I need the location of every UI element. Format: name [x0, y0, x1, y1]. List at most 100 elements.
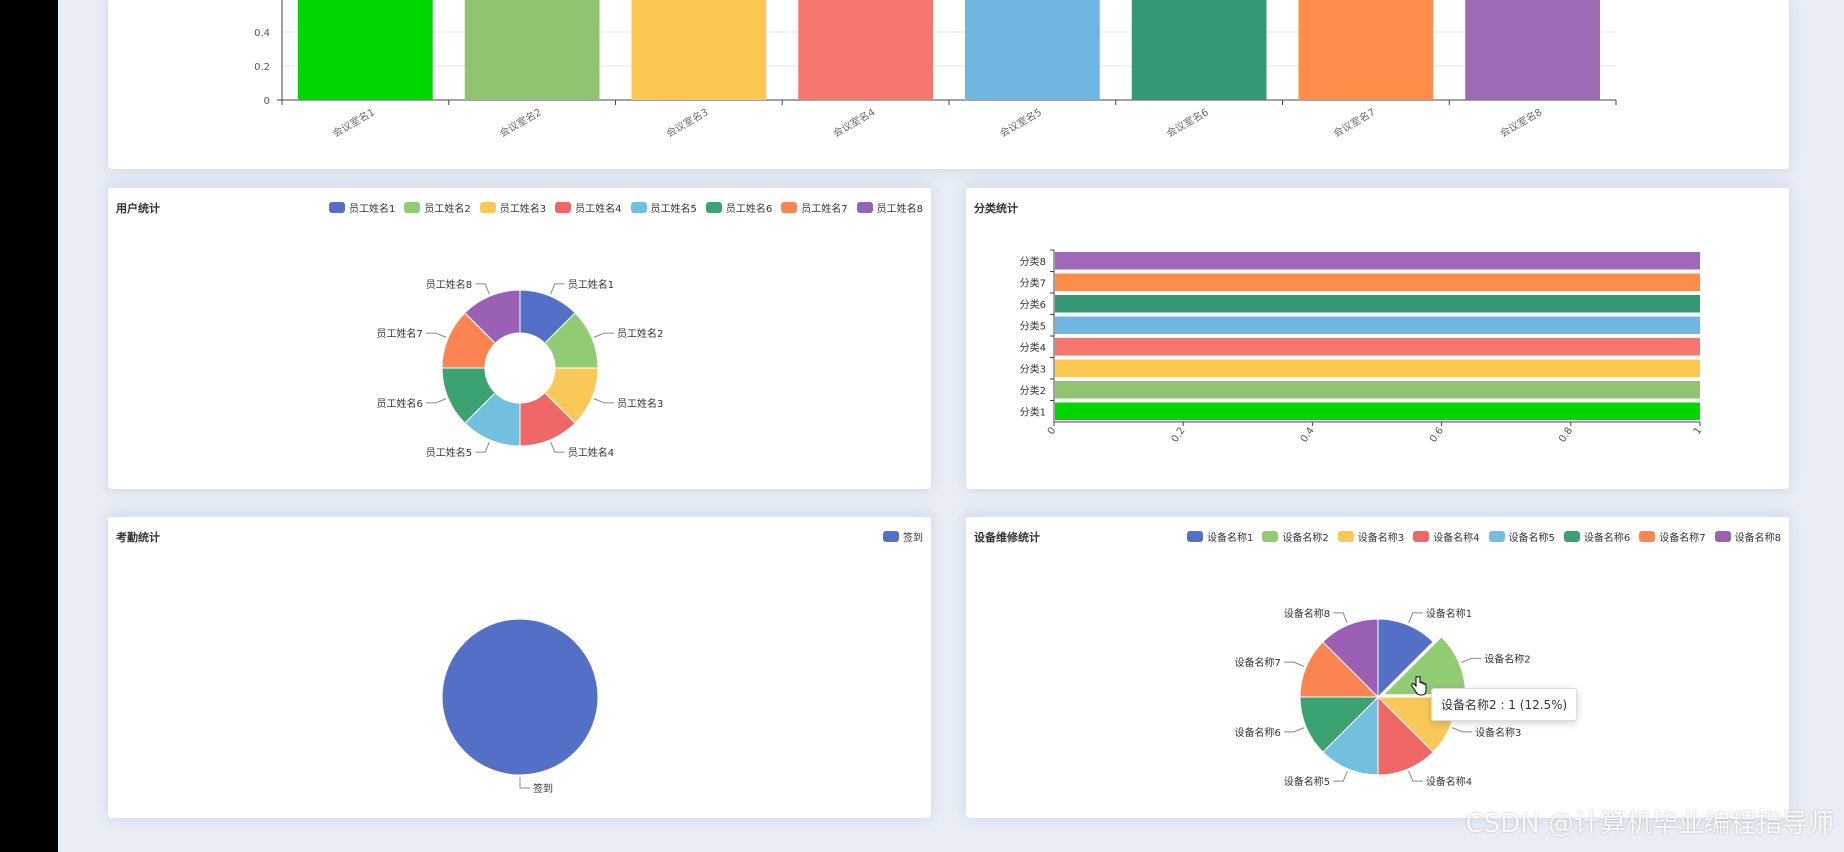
leader-line: [593, 332, 615, 338]
y-tick-label: 0.4: [254, 28, 270, 39]
pie-slice-设备名称1: [1377, 618, 1434, 699]
bar-分类1: [1055, 402, 1700, 420]
y-tick-label: 0: [264, 96, 270, 107]
legend-item[interactable]: 设备名称6: [1563, 529, 1631, 544]
legend-swatch: [1639, 531, 1656, 542]
legend-label: 设备名称4: [1433, 533, 1480, 544]
legend-item[interactable]: 员工姓名3: [479, 200, 547, 215]
legend-swatch: [705, 202, 722, 213]
y-tick-label: 分类6: [1020, 298, 1046, 311]
legend-swatch: [1714, 531, 1731, 542]
bar-会议室名5: [965, 0, 1100, 100]
legend-label: 员工姓名8: [876, 204, 923, 215]
x-tick-label: 0: [1046, 425, 1059, 437]
y-tick-label: 分类5: [1020, 319, 1046, 332]
bar-分类3: [1055, 359, 1700, 377]
legend-item[interactable]: 员工姓名8: [856, 200, 923, 215]
legend-label: 员工姓名3: [499, 204, 547, 215]
legend-label: 设备名称8: [1734, 533, 1781, 544]
hand-cursor-icon: [1411, 676, 1427, 696]
user-stats-legend[interactable]: 员工姓名1 员工姓名2 员工姓名3 员工姓名4 员工姓名5 员工姓名6 员工姓名7 员工姓名8: [329, 200, 923, 215]
user-stats-title: 用户统计: [116, 202, 160, 215]
attendance-stats-title: 考勤统计: [116, 531, 160, 544]
legend-label: 员工姓名7: [801, 204, 848, 215]
leader-line: [519, 777, 530, 789]
leader-line: [425, 332, 447, 338]
slice-label: 设备名称2: [1484, 652, 1530, 665]
leader-line: [593, 398, 615, 404]
slice-label: 设备名称4: [1426, 775, 1472, 788]
legend-item[interactable]: 设备名称2: [1262, 529, 1329, 544]
legend-swatch: [329, 202, 345, 213]
legend-item[interactable]: 员工姓名5: [630, 200, 697, 215]
x-tick-label: 会议室名7: [1331, 105, 1378, 139]
legend-label: 设备名称5: [1508, 533, 1555, 544]
csdn-watermark: CSDN @计算机毕业编程指导师: [1465, 809, 1834, 839]
bar-分类7: [1055, 273, 1700, 291]
bar-会议室名8: [1465, 0, 1600, 100]
pie-slice-设备名称4: [1377, 695, 1434, 776]
user-stats-card: 用户统计 员工姓名1 员工姓名2 员工姓名3 员工姓名4 员工姓名5 员工姓名6 员工姓名7…: [108, 185, 931, 489]
leader-line: [1333, 770, 1348, 782]
slice-label: 设备名称8: [1284, 607, 1330, 620]
left-dark-strip: [0, 0, 58, 852]
legend-item[interactable]: 员工姓名1: [329, 200, 395, 215]
legend-item[interactable]: 设备名称4: [1413, 529, 1480, 544]
chart-tooltip: 设备名称2 : 1 (12.5%): [1431, 688, 1578, 721]
meeting-room-chart-card: 0 0.2 0.4 会议室名1 会议室名2 会议室名3 会议室名4 会议室名5 会议室名6 会议室…: [108, 0, 1789, 169]
leader-line: [425, 398, 447, 404]
x-tick-label: 会议室名2: [497, 105, 544, 139]
slice-label: 员工姓名3: [617, 397, 663, 410]
legend-swatch: [1262, 531, 1279, 542]
bar-分类2: [1055, 381, 1700, 399]
equipment-repair-pie-chart: 设备名称1 设备名称2 设备名称3 设备名称4 设备名称5 设备名称6 设备名称7 设备名称8: [1235, 607, 1531, 788]
legend-item[interactable]: 员工姓名7: [781, 200, 848, 215]
equipment-repair-legend[interactable]: 设备名称1 设备名称2 设备名称3 设备名称4 设备名称5 设备名称6 设备名称7 设备名称8: [1187, 529, 1781, 544]
legend-label: 设备名称2: [1282, 533, 1329, 544]
x-tick-label: 会议室名5: [997, 105, 1044, 139]
bar-分类6: [1055, 295, 1700, 313]
user-stats-donut-chart: 员工姓名1 员工姓名2 员工姓名3 员工姓名4 员工姓名5 员工姓名6 员工姓名7 员工姓名8: [377, 278, 664, 459]
y-tick-label: 分类1: [1020, 405, 1046, 418]
y-tick-label: 分类3: [1020, 362, 1046, 375]
bar-分类4: [1055, 338, 1700, 356]
leader-line: [1408, 612, 1423, 624]
legend-item[interactable]: 设备名称5: [1488, 529, 1555, 544]
y-tick-label: 分类2: [1020, 384, 1046, 397]
slice-label: 员工姓名5: [426, 446, 472, 459]
leader-line: [1408, 770, 1423, 782]
legend-item[interactable]: 签到: [883, 529, 923, 544]
y-tick-label: 分类7: [1020, 276, 1046, 289]
legend-swatch: [1563, 531, 1580, 542]
legend-label: 员工姓名4: [575, 204, 622, 215]
leader-line: [1460, 657, 1482, 664]
legend-item[interactable]: 员工姓名4: [555, 200, 622, 215]
slice-label: 员工姓名6: [377, 397, 423, 410]
attendance-pie-chart: 签到: [441, 618, 599, 795]
x-tick-label: 0.4: [1299, 425, 1317, 444]
legend-item[interactable]: 设备名称7: [1639, 529, 1706, 544]
legend-item[interactable]: 员工姓名6: [705, 200, 773, 215]
x-tick-label: 0.6: [1428, 425, 1446, 444]
legend-swatch: [781, 202, 798, 213]
leader-line: [1451, 727, 1473, 733]
category-stats-card: 分类统计 0 0.2 0.4 0.6 0.8 1 分类1 分类2 分类3 分类4 分类5 分类6 分类7…: [966, 185, 1789, 489]
pie-slice-设备名称6: [1299, 696, 1380, 753]
legend-label: 员工姓名6: [725, 204, 773, 215]
legend-item[interactable]: 设备名称8: [1714, 529, 1781, 544]
leader-line: [475, 441, 490, 453]
legend-label: 员工姓名2: [424, 204, 471, 215]
attendance-stats-legend[interactable]: 签到: [883, 529, 923, 544]
legend-label: 设备名称6: [1583, 533, 1631, 544]
leader-line: [550, 283, 565, 295]
slice-label: 员工姓名1: [568, 278, 614, 291]
legend-item[interactable]: 设备名称3: [1337, 529, 1404, 544]
legend-item[interactable]: 设备名称1: [1187, 529, 1253, 544]
slice-label: 设备名称1: [1426, 607, 1472, 620]
legend-swatch: [404, 202, 421, 213]
legend-item[interactable]: 员工姓名2: [404, 200, 471, 215]
bar-会议室名4: [798, 0, 933, 100]
legend-swatch: [1488, 531, 1505, 542]
slice-label: 设备名称7: [1235, 656, 1281, 669]
equipment-repair-card: 设备维修统计 设备名称1 设备名称2 设备名称3 设备名称4 设备名称5 设备名称6 设备名…: [966, 514, 1789, 818]
